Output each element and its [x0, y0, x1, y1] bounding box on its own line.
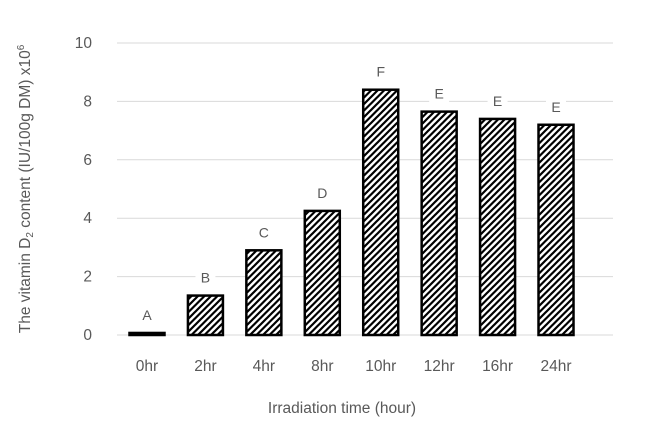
letter-mask: [429, 85, 450, 103]
x-tick-label: 10hr: [365, 358, 396, 375]
letter-mask: [312, 184, 333, 202]
letter-mask: [195, 269, 216, 287]
bar-significance-letter: A: [142, 307, 152, 323]
x-tick-label: 12hr: [424, 358, 455, 375]
x-tick-label: 8hr: [311, 358, 333, 375]
x-tick-label: 2hr: [194, 358, 216, 375]
y-axis-title: The vitamin D2 content (IU/100g DM) x106: [16, 44, 36, 333]
letter-mask: [546, 98, 567, 116]
bar: [186, 294, 225, 337]
letter-mask: [137, 306, 157, 324]
bar: [128, 331, 166, 337]
x-tick-label: 16hr: [482, 358, 513, 375]
bar-significance-letter: F: [376, 64, 385, 80]
bar: [303, 209, 342, 337]
x-tick-label: 24hr: [540, 358, 571, 375]
y-tick-label: 6: [83, 152, 92, 169]
bar: [537, 123, 575, 337]
y-tick-label: 2: [83, 269, 92, 286]
bar: [361, 88, 400, 337]
y-tick-label: 10: [75, 35, 93, 52]
letter-mask: [370, 63, 391, 81]
y-tick-label: 0: [83, 327, 92, 344]
bar-significance-letter: B: [201, 270, 210, 286]
bar-significance-letter: C: [259, 224, 269, 240]
bar: [420, 110, 458, 337]
x-tick-label: 0hr: [136, 358, 158, 375]
letter-mask: [253, 224, 274, 242]
x-tick-label: 4hr: [253, 358, 275, 375]
y-tick-label: 4: [83, 210, 92, 227]
bar-significance-letter: D: [317, 185, 327, 201]
bar-significance-letter: E: [434, 86, 443, 102]
bar: [245, 249, 283, 337]
x-axis-title: Irradiation time (hour): [268, 400, 416, 417]
bar-significance-letter: E: [493, 93, 502, 109]
y-tick-label: 8: [83, 93, 92, 110]
letter-mask: [487, 92, 508, 110]
bar: [478, 117, 517, 337]
bar-significance-letter: E: [551, 99, 560, 115]
